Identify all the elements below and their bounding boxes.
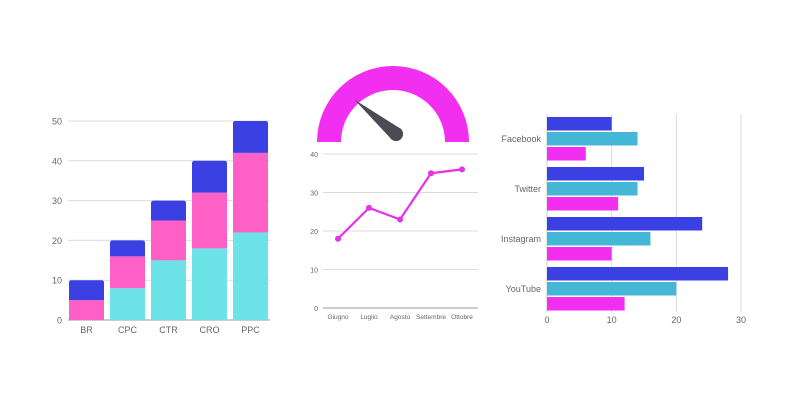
x-tick-label: 10: [607, 315, 617, 325]
data-point-giugno[interactable]: [335, 235, 341, 242]
stacked-bar-chart: 0 10 20 30 40 50 BR CPC CTR CRO PPC: [52, 117, 270, 335]
bar-segment-cpc-3[interactable]: [110, 240, 145, 257]
x-tick-label: PPC: [241, 325, 260, 335]
bar-segment-ctr-2[interactable]: [151, 220, 186, 261]
hbar-twitter-2[interactable]: [547, 182, 638, 196]
x-tick-label: 20: [671, 315, 681, 325]
hbar-instagram-2[interactable]: [547, 232, 651, 246]
x-tick-label: BR: [80, 325, 93, 335]
bar-segment-ppc-3[interactable]: [233, 121, 268, 153]
y-tick-label: 40: [52, 156, 62, 166]
bar-segment-cro-1[interactable]: [192, 248, 227, 320]
hbar-twitter-1[interactable]: [547, 167, 644, 181]
hbar-instagram-1[interactable]: [547, 217, 703, 231]
x-tick-label: Settembre: [416, 314, 446, 321]
y-category-label: YouTube: [506, 284, 541, 294]
hbar-facebook-3[interactable]: [547, 147, 586, 161]
hbar-instagram-3[interactable]: [547, 247, 612, 261]
y-tick-label: 30: [52, 196, 62, 206]
x-tick-label: Luglio: [360, 314, 378, 321]
x-tick-label: CRO: [200, 325, 220, 335]
x-tick-label: 0: [544, 315, 549, 325]
data-point-settembre[interactable]: [428, 170, 434, 177]
bar-segment-br-3[interactable]: [69, 280, 104, 301]
y-tick-label: 20: [52, 236, 62, 246]
hbar-facebook-1[interactable]: [547, 117, 612, 131]
bar-segment-ctr-1[interactable]: [151, 260, 186, 320]
x-tick-label: Ottobre: [451, 314, 473, 321]
y-tick-label: 0: [314, 306, 318, 313]
y-tick-label: 10: [52, 276, 62, 286]
hbar-youtube-1[interactable]: [547, 267, 729, 281]
bar-segment-ppc-1[interactable]: [233, 232, 268, 320]
hbar-youtube-3[interactable]: [547, 297, 625, 311]
y-tick-label: 0: [57, 316, 62, 326]
bar-segment-cpc-1[interactable]: [110, 288, 145, 320]
bar-segment-ctr-3[interactable]: [151, 200, 186, 221]
bar-segment-br-2[interactable]: [69, 300, 104, 320]
hbar-facebook-2[interactable]: [547, 132, 638, 146]
x-tick-label: Agosto: [390, 314, 411, 321]
y-category-label: Instagram: [501, 234, 541, 244]
y-tick-label: 10: [310, 268, 318, 275]
y-tick-label: 40: [310, 152, 318, 159]
data-point-ottobre[interactable]: [459, 166, 465, 173]
horizontal-bar-chart: 0 10 20 30 Facebook Twitter Instagram YouTube: [501, 114, 746, 325]
x-tick-label: CTR: [159, 325, 178, 335]
x-tick-label: 30: [736, 315, 746, 325]
bar-segment-cro-2[interactable]: [192, 192, 227, 249]
y-category-label: Facebook: [501, 134, 541, 144]
y-tick-label: 30: [310, 191, 318, 198]
hbar-youtube-2[interactable]: [547, 282, 677, 296]
bar-segment-cro-3[interactable]: [192, 160, 227, 193]
hbar-twitter-3[interactable]: [547, 197, 619, 211]
y-tick-label: 50: [52, 117, 62, 127]
data-point-luglio[interactable]: [366, 204, 372, 211]
data-point-agosto[interactable]: [397, 216, 403, 223]
y-category-label: Twitter: [514, 184, 541, 194]
x-tick-label: CPC: [118, 325, 138, 335]
x-tick-label: Giugno: [328, 314, 349, 321]
line-chart: 0 10 20 30 40 Giugno Luglio Agosto Settembre Otto…: [310, 152, 478, 321]
bar-segment-ppc-2[interactable]: [233, 152, 268, 233]
bar-segment-cpc-2[interactable]: [110, 256, 145, 289]
gauge-arc: [317, 66, 469, 142]
gauge-chart: [317, 66, 469, 142]
line-series: [337, 168, 463, 240]
gauge-needle-hub: [389, 127, 403, 141]
y-tick-label: 20: [310, 229, 318, 236]
